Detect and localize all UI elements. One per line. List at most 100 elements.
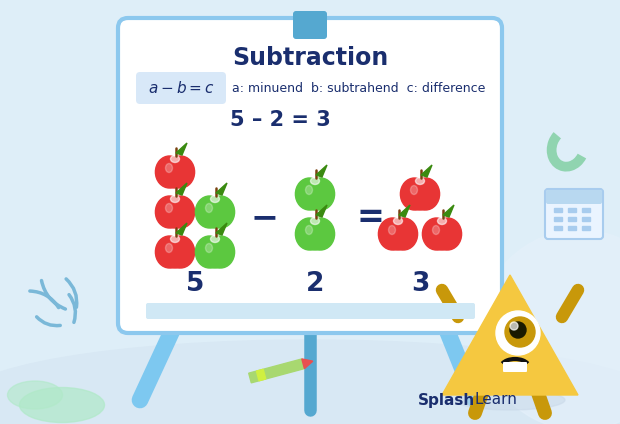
Ellipse shape	[480, 230, 620, 424]
Ellipse shape	[166, 164, 172, 173]
Bar	[582, 208, 590, 212]
Text: Subtraction: Subtraction	[232, 46, 388, 70]
Ellipse shape	[295, 218, 324, 250]
Polygon shape	[316, 205, 327, 217]
Ellipse shape	[300, 226, 330, 250]
Polygon shape	[176, 223, 187, 235]
Ellipse shape	[170, 235, 180, 243]
Bar	[582, 217, 590, 221]
Bar	[554, 208, 562, 212]
FancyBboxPatch shape	[146, 303, 475, 319]
Polygon shape	[302, 359, 312, 368]
Polygon shape	[249, 359, 304, 383]
Ellipse shape	[156, 156, 184, 188]
Ellipse shape	[378, 218, 406, 250]
Ellipse shape	[410, 186, 417, 195]
Polygon shape	[257, 369, 266, 381]
Ellipse shape	[160, 204, 190, 228]
FancyBboxPatch shape	[293, 11, 327, 39]
Bar	[554, 226, 562, 230]
Text: a: minuend  b: subtrahend  c: difference: a: minuend b: subtrahend c: difference	[232, 81, 485, 95]
Ellipse shape	[167, 156, 195, 188]
Ellipse shape	[306, 186, 312, 195]
Ellipse shape	[307, 178, 335, 210]
Ellipse shape	[455, 390, 565, 410]
Ellipse shape	[438, 218, 446, 224]
Text: Splash: Splash	[418, 393, 475, 407]
Polygon shape	[421, 165, 432, 177]
Ellipse shape	[394, 218, 402, 224]
Ellipse shape	[200, 204, 230, 228]
Polygon shape	[176, 183, 187, 195]
Ellipse shape	[389, 226, 396, 234]
Ellipse shape	[211, 195, 219, 203]
Ellipse shape	[311, 218, 319, 224]
Bar	[568, 208, 576, 212]
Ellipse shape	[427, 226, 457, 250]
Ellipse shape	[7, 381, 63, 409]
Ellipse shape	[19, 388, 105, 422]
Ellipse shape	[195, 236, 223, 268]
Ellipse shape	[412, 178, 440, 210]
Circle shape	[505, 317, 535, 347]
Ellipse shape	[195, 196, 223, 228]
Polygon shape	[176, 143, 187, 155]
Ellipse shape	[167, 236, 195, 268]
Ellipse shape	[422, 218, 450, 250]
Ellipse shape	[156, 236, 184, 268]
FancyBboxPatch shape	[546, 190, 602, 204]
Ellipse shape	[205, 204, 213, 212]
Polygon shape	[216, 183, 227, 195]
Text: 5: 5	[186, 271, 204, 297]
Ellipse shape	[306, 226, 312, 234]
Ellipse shape	[0, 340, 620, 424]
Ellipse shape	[160, 164, 190, 188]
Ellipse shape	[170, 195, 180, 203]
Text: $\mathit{a}-\mathit{b}=\mathit{c}$: $\mathit{a}-\mathit{b}=\mathit{c}$	[148, 80, 215, 96]
Polygon shape	[442, 275, 578, 395]
Ellipse shape	[307, 218, 335, 250]
Ellipse shape	[206, 236, 234, 268]
Text: 2: 2	[306, 271, 324, 297]
Ellipse shape	[170, 156, 180, 162]
Text: Learn: Learn	[475, 393, 518, 407]
FancyBboxPatch shape	[118, 18, 502, 333]
Ellipse shape	[167, 196, 195, 228]
Ellipse shape	[401, 178, 428, 210]
Ellipse shape	[160, 244, 190, 268]
Ellipse shape	[295, 178, 324, 210]
Bar	[568, 217, 576, 221]
Ellipse shape	[166, 243, 172, 253]
Polygon shape	[216, 223, 227, 235]
FancyBboxPatch shape	[545, 189, 603, 239]
Text: 3: 3	[411, 271, 429, 297]
Ellipse shape	[415, 178, 425, 184]
Ellipse shape	[433, 218, 462, 250]
Ellipse shape	[200, 244, 230, 268]
Bar	[582, 226, 590, 230]
Ellipse shape	[206, 196, 234, 228]
Bar	[554, 217, 562, 221]
Circle shape	[496, 311, 540, 355]
Text: 5 – 2 = 3: 5 – 2 = 3	[229, 110, 330, 130]
Circle shape	[510, 322, 518, 330]
Ellipse shape	[389, 218, 418, 250]
Ellipse shape	[405, 186, 435, 210]
Ellipse shape	[300, 186, 330, 210]
Ellipse shape	[205, 243, 213, 253]
Ellipse shape	[311, 178, 319, 184]
Ellipse shape	[156, 196, 184, 228]
Circle shape	[510, 322, 526, 338]
Bar	[568, 226, 576, 230]
FancyBboxPatch shape	[136, 72, 226, 104]
Ellipse shape	[211, 235, 219, 243]
Ellipse shape	[383, 226, 413, 250]
Ellipse shape	[166, 204, 172, 212]
Polygon shape	[316, 165, 327, 177]
Polygon shape	[443, 205, 454, 217]
FancyBboxPatch shape	[503, 362, 527, 372]
Ellipse shape	[433, 226, 440, 234]
Text: =: =	[356, 201, 384, 234]
Polygon shape	[399, 205, 410, 217]
Text: −: −	[251, 201, 279, 234]
